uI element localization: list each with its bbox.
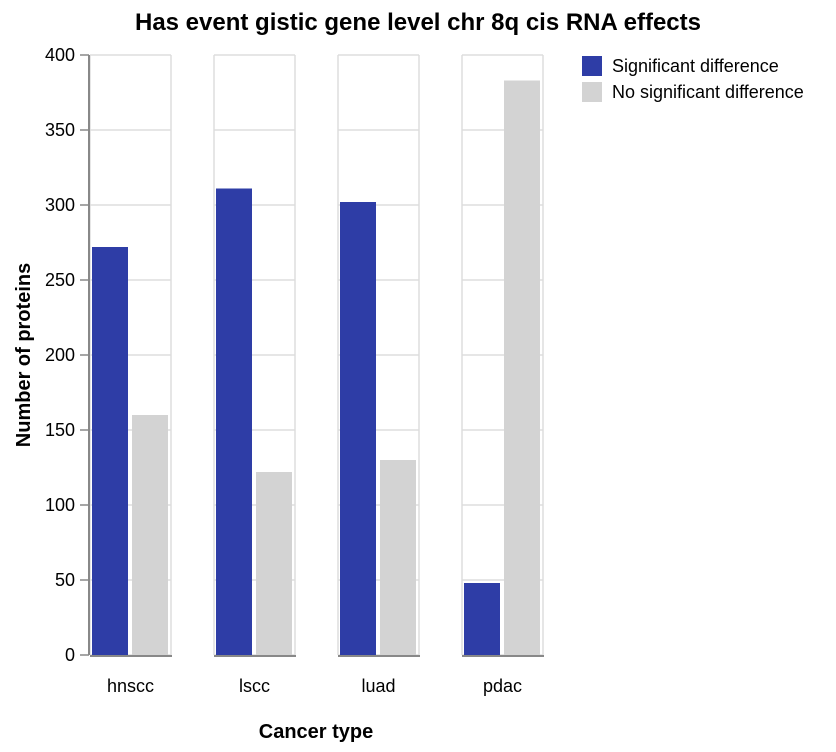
- x-tick-label: lscc: [239, 676, 270, 696]
- y-tick-label: 200: [45, 345, 75, 365]
- legend-label: Significant difference: [612, 56, 779, 76]
- y-axis: 0 50 100 150 200 250 300 350 400: [45, 45, 90, 665]
- x-tick-label: pdac: [483, 676, 522, 696]
- x-axis-title: Cancer type: [259, 721, 374, 743]
- bar-pdac-significant: [464, 583, 500, 655]
- panel-hnscc: [89, 54, 172, 657]
- bar-hnscc-significant: [92, 247, 128, 655]
- chart-title: Has event gistic gene level chr 8q cis R…: [135, 9, 701, 36]
- bar-luad-significant: [340, 202, 376, 655]
- x-tick-label: hnscc: [107, 676, 154, 696]
- y-tick-label: 350: [45, 120, 75, 140]
- x-tick-label: luad: [361, 676, 395, 696]
- y-axis-title: Number of proteins: [13, 263, 35, 447]
- bar-hnscc-not-significant: [132, 415, 168, 655]
- panel-lscc: [213, 54, 296, 657]
- panel-luad: [337, 54, 420, 657]
- y-tick-label: 0: [65, 645, 75, 665]
- y-tick-label: 150: [45, 420, 75, 440]
- y-tick-label: 50: [55, 570, 75, 590]
- legend-label: No significant difference: [612, 82, 804, 102]
- x-axis: hnscc lscc luad pdac: [107, 676, 522, 696]
- bar-lscc-not-significant: [256, 472, 292, 655]
- y-tick-label: 400: [45, 45, 75, 65]
- y-tick-label: 100: [45, 495, 75, 515]
- y-tick-label: 250: [45, 270, 75, 290]
- plot-area: [89, 54, 544, 657]
- panel-pdac: [461, 54, 544, 657]
- bar-luad-not-significant: [380, 460, 416, 655]
- bar-lscc-significant: [216, 188, 252, 655]
- bar-pdac-not-significant: [504, 80, 540, 655]
- legend: Significant difference No significant dif…: [582, 56, 804, 102]
- legend-swatch: [582, 56, 602, 76]
- y-tick-label: 300: [45, 195, 75, 215]
- legend-swatch: [582, 82, 602, 102]
